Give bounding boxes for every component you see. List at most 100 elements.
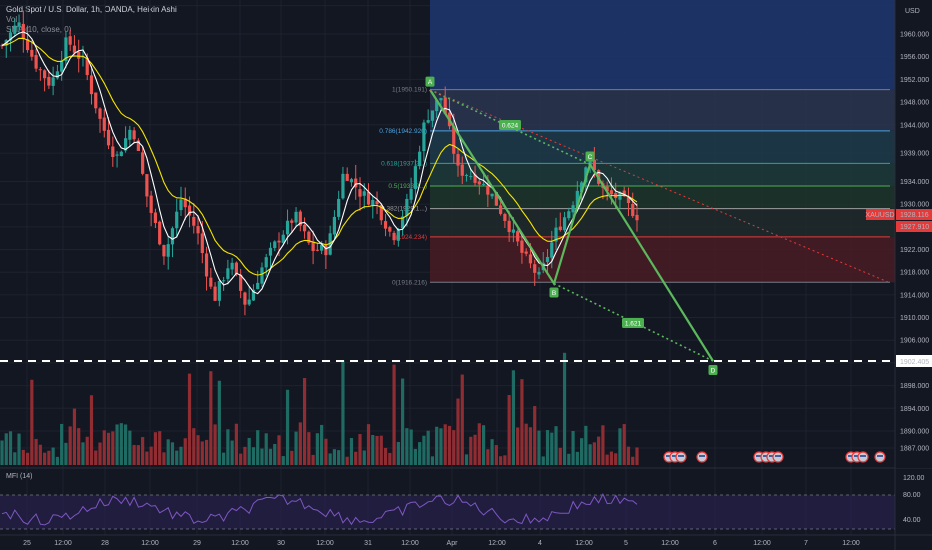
candle: [371, 199, 375, 206]
candle: [605, 186, 609, 192]
volume-bar: [68, 426, 72, 465]
candle: [481, 183, 486, 185]
volume-bar: [533, 406, 537, 465]
prev-price: 1927.910: [900, 224, 929, 231]
candle: [200, 233, 204, 254]
candle: [558, 226, 562, 231]
candle: [554, 227, 558, 242]
candle: [358, 189, 362, 197]
candle: [452, 126, 456, 154]
volume-bar: [34, 438, 38, 465]
volume-bar: [579, 438, 584, 465]
volume-bar: [281, 456, 285, 465]
volume-bar: [430, 456, 435, 465]
candle: [520, 240, 524, 253]
price-tick: 1906.000: [900, 338, 929, 345]
candle: [477, 181, 481, 185]
volume-bar: [179, 446, 183, 465]
candle: [430, 110, 435, 121]
candle: [51, 77, 55, 86]
time-tick: Apr: [447, 540, 459, 547]
volume-bar: [89, 395, 94, 465]
time-tick: 12:00: [231, 540, 249, 547]
fib-label: 0(1916.216): [392, 279, 427, 286]
volume-bar: [337, 450, 341, 465]
price-tick: 1890.000: [900, 428, 929, 435]
currency-label: USD: [905, 8, 920, 15]
candle: [337, 198, 341, 217]
volume-bar: [119, 423, 123, 465]
indicator-sma[interactable]: SMA (10, close, 0): [6, 25, 72, 34]
candle: [17, 22, 21, 27]
candle: [315, 249, 319, 251]
candle: [179, 199, 183, 211]
candle: [362, 191, 366, 196]
candle: [550, 242, 554, 258]
volume-bar: [562, 352, 567, 465]
volume-bar: [158, 431, 162, 465]
candle: [277, 240, 281, 243]
candle: [499, 205, 503, 214]
candle: [38, 69, 42, 71]
time-tick: 12:00: [141, 540, 159, 547]
fib-label: 0.618(1937.2...): [381, 160, 427, 167]
price-tick: 1952.000: [900, 77, 929, 84]
volume-bar: [239, 453, 243, 465]
time-axis[interactable]: 25 12:00 28 12:00 29 12:00 30 12:00 31 12:00 Apr 12…: [0, 534, 932, 547]
candle: [545, 256, 550, 263]
indicator-vol[interactable]: Vol: [6, 15, 18, 24]
volume-bar: [234, 423, 238, 465]
candle: [311, 241, 315, 252]
volume-bar: [601, 425, 605, 465]
price-tick: 1887.000: [900, 445, 929, 452]
fib-label: 0.5(1933.2...): [388, 183, 427, 190]
candle: [349, 179, 354, 183]
event-icons[interactable]: [663, 451, 886, 463]
candle: [196, 226, 200, 234]
volume-bar: [622, 424, 626, 465]
time-tick: 12:00: [316, 540, 334, 547]
time-tick: 12:00: [401, 540, 419, 547]
candle: [379, 204, 383, 221]
point-a: [425, 76, 435, 87]
volume-bar: [349, 438, 354, 465]
ratio-bd-text: 1.621: [625, 321, 642, 328]
candle: [579, 182, 584, 193]
volume-bar: [545, 430, 550, 465]
volume-bar: [98, 442, 102, 465]
volume-bar: [192, 428, 196, 465]
fib-zone: [430, 163, 895, 186]
candle: [524, 251, 528, 254]
volume-bar: [30, 379, 34, 465]
volume-bar: [447, 425, 452, 465]
volume-bar: [64, 442, 68, 465]
volume-bar: [264, 433, 268, 465]
time-tick: 12:00: [54, 540, 72, 547]
candle: [281, 234, 285, 243]
candle: [418, 151, 422, 167]
volume-bar: [222, 452, 226, 465]
price-axis[interactable]: USD 1960.000 1956.000 1952.000 1948.000 1944.…: [865, 0, 932, 550]
volume-bar: [25, 452, 30, 465]
candle: [511, 229, 516, 233]
candle: [443, 97, 447, 114]
volume-bar: [307, 432, 311, 465]
candle: [626, 196, 631, 204]
volume-bar: [251, 447, 256, 465]
volume-bar: [166, 439, 170, 465]
volume-bar: [187, 373, 192, 465]
volume-bar: [375, 435, 379, 465]
volume-bar: [481, 425, 486, 465]
price-tick: 1922.000: [900, 247, 929, 254]
volume-bar: [268, 448, 273, 465]
price-axis-bg: [895, 0, 932, 468]
volume-bar: [290, 450, 294, 465]
volume-bar: [541, 456, 545, 465]
volume-bar: [256, 430, 260, 465]
ratio-ac-text: 0.624: [502, 123, 519, 130]
candle: [528, 254, 533, 264]
time-tick: 7: [804, 540, 808, 547]
time-tick: 12:00: [575, 540, 593, 547]
fib-zone: [430, 236, 895, 283]
